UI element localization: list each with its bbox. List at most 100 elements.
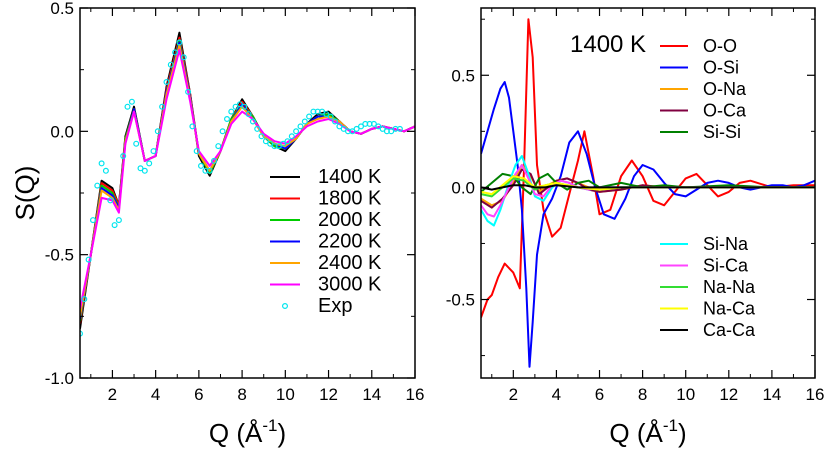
legend-label-si-ca: Si-Ca [703,256,749,276]
exp-point [267,140,274,147]
exp-point [98,160,105,167]
exp-point [89,217,96,224]
panel-annotation: 1400 K [570,31,646,58]
exp-point [81,296,88,303]
exp-point [245,111,252,118]
chart-right: 2 4 6 8 10 12 14 16-0.50.00.5Q (Å-1)1400 K O-OO-… [446,7,824,448]
legend-label-o-o: O-O [703,36,737,56]
chart-right-frame [480,7,816,379]
exp-point [327,113,334,120]
exp-point [358,123,365,130]
exp-point [94,182,101,189]
x-tick-label: 4 [151,385,160,404]
y-axis-label: S(Q) [10,166,40,221]
series-line-o-o [481,18,815,318]
exp-point [396,125,403,132]
legend-label-1400-k: 1400 K [318,166,382,188]
exp-point [85,256,92,263]
legend-label-3000-k: 3000 K [318,274,382,296]
x-tick-label: 10 [676,385,695,404]
legend-label-2000-k: 2000 K [318,209,382,231]
y-tick-label: 0.5 [451,66,475,85]
exp-point [198,162,205,169]
chart-right-plot-area [481,18,815,368]
exp-point [388,128,395,135]
chart-left: 2 4 6 8 10 12 14 16 -1.0 -0.5 0.0 0.5 Q (Å-1) S(Q) 140… [10,0,424,448]
exp-point [254,125,261,132]
exp-point [167,61,174,68]
exp-point [323,111,330,118]
y-tick-label: 0.0 [451,178,475,197]
legend-label-si-na: Si-Na [703,234,749,254]
exp-point [370,120,377,127]
x-tick-label: 6 [595,385,604,404]
exp-point [120,153,127,160]
legend-label-exp: Exp [318,295,352,317]
series-line-o-si [481,81,815,368]
exp-point [280,140,287,147]
exp-point [340,125,347,132]
exp-point [137,165,144,172]
legend-label-o-na: O-Na [703,79,747,99]
exp-point [349,128,356,135]
exp-point [258,133,265,140]
exp-point [319,108,326,115]
exp-point [154,128,161,135]
x-tick-label: 4 [552,385,561,404]
exp-point [224,115,231,122]
legend-label-2200-k: 2200 K [318,231,382,253]
legend-label-o-ca: O-Ca [703,101,747,121]
legend-label-o-si: O-Si [703,58,739,78]
exp-point [249,118,256,125]
exp-point [375,123,382,130]
exp-point [111,222,118,229]
legend-label-1800-k: 1800 K [318,188,382,210]
exp-point [128,98,135,105]
x-tick-label: 12 [719,385,738,404]
exp-point [159,103,166,110]
exp-point [306,113,313,120]
exp-point [80,330,83,337]
x-axis-label: Q (Å-1) [209,416,286,448]
legend-label-ca-ca: Ca-Ca [703,320,756,340]
x-axis-label-main: Q (Å [209,418,263,448]
exp-point [284,138,291,145]
x-axis-label: Q (Å-1) [609,416,686,448]
exp-point [180,54,187,61]
y-tick-label: 0.5 [50,0,74,18]
exp-point [275,143,282,150]
exp-point [124,103,131,110]
exp-point [215,143,222,150]
exp-point [102,167,109,174]
x-axis-label-main: Q (Å [609,418,663,448]
x-axis-label-sup: -1 [663,416,678,435]
exp-point [185,88,192,95]
x-tick-label: 8 [638,385,647,404]
exp-point [297,123,304,130]
exp-point [172,49,179,56]
x-axis-label-close: ) [678,418,687,448]
x-tick-label: 2 [509,385,518,404]
exp-point [176,39,183,46]
x-tick-label: 10 [276,385,295,404]
legend-label-na-na: Na-Na [703,277,756,297]
x-axis-label-sup: -1 [262,416,277,435]
exp-point [301,118,308,125]
x-tick-label: 14 [362,385,381,404]
exp-point [189,123,196,130]
exp-point [193,148,200,155]
exp-point [146,160,153,167]
exp-point [150,148,157,155]
exp-point [236,101,243,108]
exp-point [241,103,248,110]
y-tick-label: 0.0 [50,122,74,141]
x-tick-label: 14 [762,385,781,404]
chart-left-plot-area [80,31,415,337]
exp-point [262,138,269,145]
exp-point [107,197,114,204]
legend-label-si-si: Si-Si [703,122,741,142]
exp-point [353,125,360,132]
series-line-3000-k [80,48,415,310]
